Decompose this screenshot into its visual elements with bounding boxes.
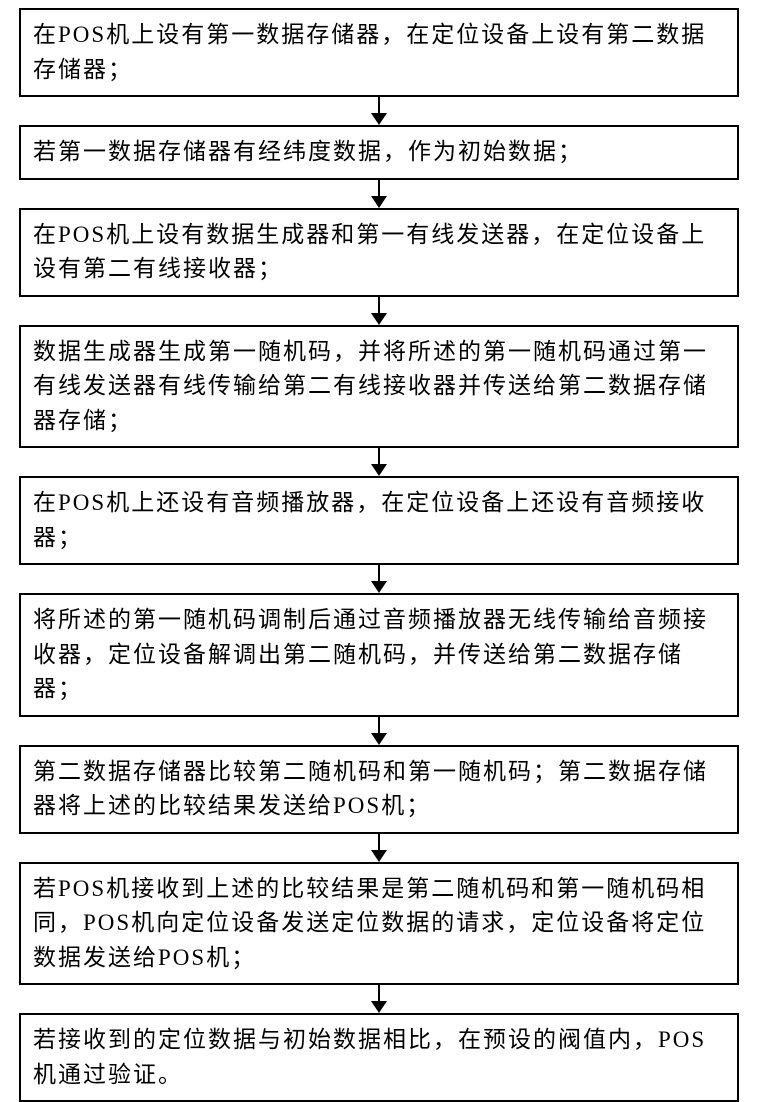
flowchart-step-9: 若接收到的定位数据与初始数据相比，在预设的阀值内，POS机通过验证。 (19, 1013, 739, 1102)
flowchart-step-2: 若第一数据存储器有经纬度数据，作为初始数据； (19, 125, 739, 180)
arrow-icon (371, 180, 387, 208)
arrow-icon (371, 565, 387, 593)
arrow-icon (371, 985, 387, 1013)
step-text: 在POS机上设有第一数据存储器，在定位设备上设有第二数据存储器； (33, 22, 706, 82)
arrow-icon (371, 717, 387, 745)
flowchart-container: 在POS机上设有第一数据存储器，在定位设备上设有第二数据存储器； 若第一数据存储… (16, 8, 742, 1102)
step-text: 在POS机上设有数据生成器和第一有线发送器，在定位设备上设有第二有线接收器； (33, 222, 706, 282)
flowchart-step-3: 在POS机上设有数据生成器和第一有线发送器，在定位设备上设有第二有线接收器； (19, 208, 739, 297)
step-text: 在POS机上还设有音频播放器，在定位设备上还设有音频接收器； (33, 490, 706, 550)
step-text: 第二数据存储器比较第二随机码和第一随机码；第二数据存储器将上述的比较结果发送给P… (33, 759, 708, 819)
flowchart-step-6: 将所述的第一随机码调制后通过音频播放器无线传输给音频接收器，定位设备解调出第二随… (19, 593, 739, 717)
step-text: 若POS机接收到上述的比较结果是第二随机码和第一随机码相同，POS机向定位设备发… (33, 876, 706, 970)
step-text: 若第一数据存储器有经纬度数据，作为初始数据； (33, 139, 583, 164)
arrow-icon (371, 448, 387, 476)
step-text: 将所述的第一随机码调制后通过音频播放器无线传输给音频接收器，定位设备解调出第二随… (33, 607, 708, 701)
arrow-icon (371, 97, 387, 125)
flowchart-step-7: 第二数据存储器比较第二随机码和第一随机码；第二数据存储器将上述的比较结果发送给P… (19, 745, 739, 834)
flowchart-step-1: 在POS机上设有第一数据存储器，在定位设备上设有第二数据存储器； (19, 8, 739, 97)
arrow-icon (371, 297, 387, 325)
step-text: 若接收到的定位数据与初始数据相比，在预设的阀值内，POS机通过验证。 (33, 1027, 706, 1087)
arrow-icon (371, 834, 387, 862)
flowchart-step-4: 数据生成器生成第一随机码，并将所述的第一随机码通过第一有线发送器有线传输给第二有… (19, 325, 739, 449)
flowchart-step-5: 在POS机上还设有音频播放器，在定位设备上还设有音频接收器； (19, 476, 739, 565)
flowchart-step-8: 若POS机接收到上述的比较结果是第二随机码和第一随机码相同，POS机向定位设备发… (19, 862, 739, 986)
step-text: 数据生成器生成第一随机码，并将所述的第一随机码通过第一有线发送器有线传输给第二有… (33, 339, 708, 433)
